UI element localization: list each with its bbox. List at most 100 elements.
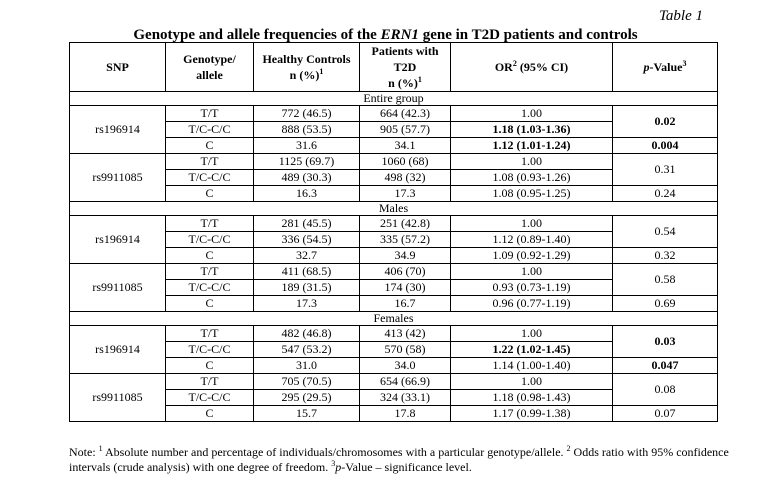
header-snp: SNP — [69, 42, 166, 92]
p-value-allele-cell: 0.24 — [612, 185, 718, 202]
header-or: OR2 (95% CI) — [450, 42, 613, 92]
group-header-row: Entire group — [69, 91, 718, 106]
table-row: T/C-C/C 547 (53.2) 570 (58) 1.22 (1.02-1.45… — [70, 341, 718, 358]
patients-cell: 34.0 — [359, 357, 451, 374]
healthy-cell: 189 (31.5) — [253, 279, 360, 296]
healthy-cell: 281 (45.5) — [253, 215, 360, 232]
genotype-cell: T/C-C/C — [165, 169, 254, 186]
genotype-cell: T/T — [165, 215, 254, 232]
or-cell: 1.12 (0.89-1.40) — [450, 231, 613, 248]
or-cell: 1.00 — [450, 263, 613, 280]
header-healthy-sup: 1 — [319, 67, 324, 76]
patients-cell: 335 (57.2) — [359, 231, 451, 248]
group-label: Males — [69, 201, 718, 216]
group-header-row: Males — [69, 201, 718, 216]
note-sup3: 3 — [331, 459, 336, 468]
healthy-cell: 15.7 — [253, 405, 360, 422]
title-after: gene in T2D patients and controls — [418, 27, 638, 43]
table-row: rs9911085 T/T 705 (70.5) 654 (66.9) 1.00 0.08 — [69, 373, 718, 422]
healthy-cell: 1125 (69.7) — [253, 153, 360, 170]
or-cell: 0.93 (0.73-1.19) — [450, 279, 613, 296]
p-value-genotype-cell: 0.03 — [612, 325, 718, 358]
table-row: C 31.6 34.1 1.12 (1.01-1.24) 0.004 — [70, 137, 718, 154]
or-cell: 1.08 (0.93-1.26) — [450, 169, 613, 186]
genotype-cell: C — [165, 357, 254, 374]
header-genotype: Genotype/allele — [165, 42, 254, 92]
note-text1: Absolute number and percentage of indivi… — [102, 445, 567, 459]
p-value-allele-cell: 0.69 — [612, 295, 718, 312]
table-label: Table 1 — [658, 8, 703, 24]
header-p-sup: 3 — [682, 59, 687, 68]
title-before: Genotype and allele frequencies of the — [133, 27, 381, 43]
p-value-allele-cell: 0.32 — [612, 247, 718, 264]
healthy-cell: 888 (53.5) — [253, 121, 360, 138]
genotype-cell: C — [165, 295, 254, 312]
genotype-cell: C — [165, 405, 254, 422]
p-value-genotype-cell: 0.08 — [612, 373, 718, 406]
genotype-cell: T/T — [165, 373, 254, 390]
table-row: T/C-C/C 336 (54.5) 335 (57.2) 1.12 (0.89-1.… — [70, 231, 718, 248]
snp-cell: rs9911085 — [69, 153, 166, 202]
patients-cell: 654 (66.9) — [359, 373, 451, 390]
patients-cell: 34.1 — [359, 137, 451, 154]
group-header-row: Females — [69, 311, 718, 326]
header-patients-line1: Patients with — [371, 44, 439, 58]
table-row: T/C-C/C 489 (30.3) 498 (32) 1.08 (0.93-1.26… — [70, 169, 718, 186]
healthy-cell: 16.3 — [253, 185, 360, 202]
group-label: Females — [69, 311, 718, 326]
table-row: rs9911085 T/T 1125 (69.7) 1060 (68) 1.00 0.31 — [69, 153, 718, 202]
or-cell: 1.00 — [450, 373, 613, 390]
healthy-cell: 489 (30.3) — [253, 169, 360, 186]
genotype-cell: T/C-C/C — [165, 231, 254, 248]
p-value-allele-cell: 0.07 — [612, 405, 718, 422]
p-value-genotype-cell: 0.31 — [612, 153, 718, 186]
table-row: T/C-C/C 189 (31.5) 174 (30) 0.93 (0.73-1.19… — [70, 279, 718, 296]
genotype-cell: T/C-C/C — [165, 279, 254, 296]
patients-cell: 406 (70) — [359, 263, 451, 280]
snp-cell: rs9911085 — [69, 373, 166, 422]
title-gene: ERN1 — [380, 27, 419, 43]
or-cell: 1.08 (0.95-1.25) — [450, 185, 613, 202]
patients-cell: 570 (58) — [359, 341, 451, 358]
p-value-genotype-cell: 0.02 — [612, 105, 718, 138]
p-value-genotype-cell: 0.54 — [612, 215, 718, 248]
p-value-allele-cell: 0.004 — [612, 137, 718, 154]
table-row: C 31.0 34.0 1.14 (1.00-1.40) 0.047 — [70, 357, 718, 374]
patients-cell: 17.8 — [359, 405, 451, 422]
table-row: rs196914 T/T 482 (46.8) 413 (42) 1.00 0.03 — [69, 325, 718, 374]
snp-cell: rs196914 — [69, 215, 166, 264]
or-cell: 1.22 (1.02-1.45) — [450, 341, 613, 358]
note-text3: -Value – significance level. — [341, 460, 472, 474]
healthy-cell: 32.7 — [253, 247, 360, 264]
note-sup1: 1 — [98, 444, 103, 453]
header-patients-sup: 1 — [417, 75, 422, 84]
genotype-cell: T/C-C/C — [165, 389, 254, 406]
note-sup2: 2 — [566, 444, 571, 453]
or-cell: 1.14 (1.00-1.40) — [450, 357, 613, 374]
header-healthy-line1: Healthy Controls — [262, 52, 351, 66]
healthy-cell: 295 (29.5) — [253, 389, 360, 406]
frequency-table: SNP Genotype/allele Healthy Controls n (%… — [69, 42, 718, 422]
patients-cell: 413 (42) — [359, 325, 451, 342]
or-cell: 1.17 (0.99-1.38) — [450, 405, 613, 422]
genotype-cell: T/C-C/C — [165, 341, 254, 358]
genotype-cell: T/C-C/C — [165, 121, 254, 138]
header-healthy: Healthy Controls n (%)1 — [253, 42, 360, 92]
p-value-allele-cell: 0.047 — [612, 357, 718, 374]
note-p-italic: p — [335, 460, 342, 474]
or-cell: 1.00 — [450, 153, 613, 170]
genotype-cell: T/T — [165, 325, 254, 342]
header-p-italic: p — [643, 60, 650, 74]
healthy-cell: 17.3 — [253, 295, 360, 312]
snp-cell: rs196914 — [69, 325, 166, 374]
p-value-genotype-cell: 0.58 — [612, 263, 718, 296]
header-p-value: p-Value3 — [612, 42, 718, 92]
genotype-cell: C — [165, 185, 254, 202]
patients-cell: 34.9 — [359, 247, 451, 264]
table-note: Note: 1 Absolute number and percentage o… — [69, 445, 729, 475]
or-cell: 1.18 (1.03-1.36) — [450, 121, 613, 138]
or-cell: 1.00 — [450, 215, 613, 232]
table-row: rs196914 T/T 281 (45.5) 251 (42.8) 1.00 0.54 — [69, 215, 718, 264]
table-row: rs196914 T/T 772 (46.5) 664 (42.3) 1.00 0.02 — [69, 105, 718, 154]
patients-cell: 498 (32) — [359, 169, 451, 186]
